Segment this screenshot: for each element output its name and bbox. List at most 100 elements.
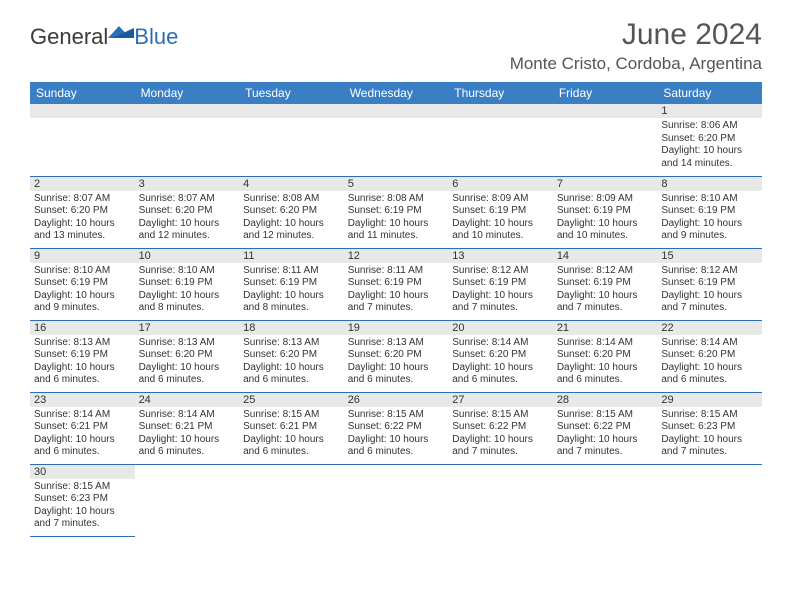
sunrise-line: Sunrise: 8:14 AM (452, 337, 549, 350)
sunrise-line: Sunrise: 8:14 AM (34, 409, 131, 422)
sunset-line: Sunset: 6:19 PM (661, 205, 758, 218)
sunrise-line: Sunrise: 8:08 AM (348, 193, 445, 206)
calendar-week-row: 2Sunrise: 8:07 AMSunset: 6:20 PMDaylight… (30, 176, 762, 248)
calendar-cell (30, 104, 135, 176)
day-number: 17 (135, 321, 240, 335)
sunset-line: Sunset: 6:20 PM (452, 349, 549, 362)
calendar-cell (135, 464, 240, 536)
day-number: 25 (239, 393, 344, 407)
calendar-week-row: 9Sunrise: 8:10 AMSunset: 6:19 PMDaylight… (30, 248, 762, 320)
day-details-empty (239, 118, 344, 172)
calendar-cell: 12Sunrise: 8:11 AMSunset: 6:19 PMDayligh… (344, 248, 449, 320)
day-details: Sunrise: 8:14 AMSunset: 6:21 PMDaylight:… (135, 407, 240, 463)
day-number: 14 (553, 249, 658, 263)
day-details: Sunrise: 8:09 AMSunset: 6:19 PMDaylight:… (553, 191, 658, 247)
calendar-cell: 19Sunrise: 8:13 AMSunset: 6:20 PMDayligh… (344, 320, 449, 392)
calendar-cell (239, 464, 344, 536)
sunset-line: Sunset: 6:21 PM (243, 421, 340, 434)
day-number-empty (657, 465, 762, 479)
sunrise-line: Sunrise: 8:06 AM (661, 120, 758, 133)
sunset-line: Sunset: 6:19 PM (348, 205, 445, 218)
day-number-empty (344, 104, 449, 118)
day-number-empty (135, 465, 240, 479)
day-details: Sunrise: 8:13 AMSunset: 6:20 PMDaylight:… (239, 335, 344, 391)
day-details-empty (135, 118, 240, 172)
day-number-empty (553, 104, 658, 118)
day-number: 23 (30, 393, 135, 407)
daylight-line: Daylight: 10 hours and 10 minutes. (557, 218, 654, 243)
sunset-line: Sunset: 6:20 PM (139, 349, 236, 362)
calendar-cell: 2Sunrise: 8:07 AMSunset: 6:20 PMDaylight… (30, 176, 135, 248)
sunset-line: Sunset: 6:20 PM (139, 205, 236, 218)
sunset-line: Sunset: 6:20 PM (243, 349, 340, 362)
daylight-line: Daylight: 10 hours and 6 minutes. (243, 434, 340, 459)
day-number: 20 (448, 321, 553, 335)
day-number-empty (344, 465, 449, 479)
sunrise-line: Sunrise: 8:12 AM (661, 265, 758, 278)
sunset-line: Sunset: 6:20 PM (34, 205, 131, 218)
dayname-monday: Monday (135, 82, 240, 104)
daylight-line: Daylight: 10 hours and 6 minutes. (348, 434, 445, 459)
sunrise-line: Sunrise: 8:13 AM (34, 337, 131, 350)
calendar-cell (448, 464, 553, 536)
daylight-line: Daylight: 10 hours and 9 minutes. (661, 218, 758, 243)
calendar-cell (448, 104, 553, 176)
day-number: 29 (657, 393, 762, 407)
sunset-line: Sunset: 6:23 PM (34, 493, 131, 506)
sunset-line: Sunset: 6:19 PM (34, 349, 131, 362)
calendar-cell: 29Sunrise: 8:15 AMSunset: 6:23 PMDayligh… (657, 392, 762, 464)
daylight-line: Daylight: 10 hours and 8 minutes. (139, 290, 236, 315)
calendar-cell: 5Sunrise: 8:08 AMSunset: 6:19 PMDaylight… (344, 176, 449, 248)
day-details: Sunrise: 8:15 AMSunset: 6:23 PMDaylight:… (657, 407, 762, 463)
daylight-line: Daylight: 10 hours and 6 minutes. (243, 362, 340, 387)
sunset-line: Sunset: 6:19 PM (557, 277, 654, 290)
day-details-empty (30, 118, 135, 172)
calendar-table: Sunday Monday Tuesday Wednesday Thursday… (30, 82, 762, 537)
sunrise-line: Sunrise: 8:10 AM (661, 193, 758, 206)
day-details: Sunrise: 8:11 AMSunset: 6:19 PMDaylight:… (344, 263, 449, 319)
sunrise-line: Sunrise: 8:14 AM (139, 409, 236, 422)
day-number-empty (553, 465, 658, 479)
day-number: 21 (553, 321, 658, 335)
day-details: Sunrise: 8:09 AMSunset: 6:19 PMDaylight:… (448, 191, 553, 247)
sunrise-line: Sunrise: 8:09 AM (452, 193, 549, 206)
calendar-cell: 14Sunrise: 8:12 AMSunset: 6:19 PMDayligh… (553, 248, 658, 320)
sunrise-line: Sunrise: 8:15 AM (348, 409, 445, 422)
calendar-week-row: 1Sunrise: 8:06 AMSunset: 6:20 PMDaylight… (30, 104, 762, 176)
sunrise-line: Sunrise: 8:08 AM (243, 193, 340, 206)
daylight-line: Daylight: 10 hours and 7 minutes. (452, 290, 549, 315)
day-details: Sunrise: 8:08 AMSunset: 6:19 PMDaylight:… (344, 191, 449, 247)
logo-flag-icon (108, 22, 134, 42)
dayname-sunday: Sunday (30, 82, 135, 104)
calendar-cell: 16Sunrise: 8:13 AMSunset: 6:19 PMDayligh… (30, 320, 135, 392)
location: Monte Cristo, Cordoba, Argentina (510, 54, 762, 74)
sunset-line: Sunset: 6:20 PM (243, 205, 340, 218)
daylight-line: Daylight: 10 hours and 6 minutes. (557, 362, 654, 387)
sunrise-line: Sunrise: 8:11 AM (243, 265, 340, 278)
day-details-empty (553, 479, 658, 533)
calendar-cell: 9Sunrise: 8:10 AMSunset: 6:19 PMDaylight… (30, 248, 135, 320)
day-details: Sunrise: 8:10 AMSunset: 6:19 PMDaylight:… (30, 263, 135, 319)
day-details-empty (344, 118, 449, 172)
calendar-cell: 24Sunrise: 8:14 AMSunset: 6:21 PMDayligh… (135, 392, 240, 464)
sunrise-line: Sunrise: 8:13 AM (139, 337, 236, 350)
calendar-cell (553, 104, 658, 176)
logo-text-general: General (30, 24, 108, 50)
calendar-cell (135, 104, 240, 176)
day-number-empty (239, 465, 344, 479)
sunrise-line: Sunrise: 8:14 AM (661, 337, 758, 350)
sunrise-line: Sunrise: 8:15 AM (243, 409, 340, 422)
day-number: 18 (239, 321, 344, 335)
day-details-empty (657, 479, 762, 533)
day-details-empty (344, 479, 449, 533)
daylight-line: Daylight: 10 hours and 7 minutes. (348, 290, 445, 315)
daylight-line: Daylight: 10 hours and 6 minutes. (139, 434, 236, 459)
calendar-cell: 26Sunrise: 8:15 AMSunset: 6:22 PMDayligh… (344, 392, 449, 464)
calendar-cell (553, 464, 658, 536)
calendar-cell: 28Sunrise: 8:15 AMSunset: 6:22 PMDayligh… (553, 392, 658, 464)
dayname-saturday: Saturday (657, 82, 762, 104)
day-number: 4 (239, 177, 344, 191)
sunrise-line: Sunrise: 8:15 AM (34, 481, 131, 494)
sunset-line: Sunset: 6:19 PM (452, 205, 549, 218)
sunrise-line: Sunrise: 8:11 AM (348, 265, 445, 278)
